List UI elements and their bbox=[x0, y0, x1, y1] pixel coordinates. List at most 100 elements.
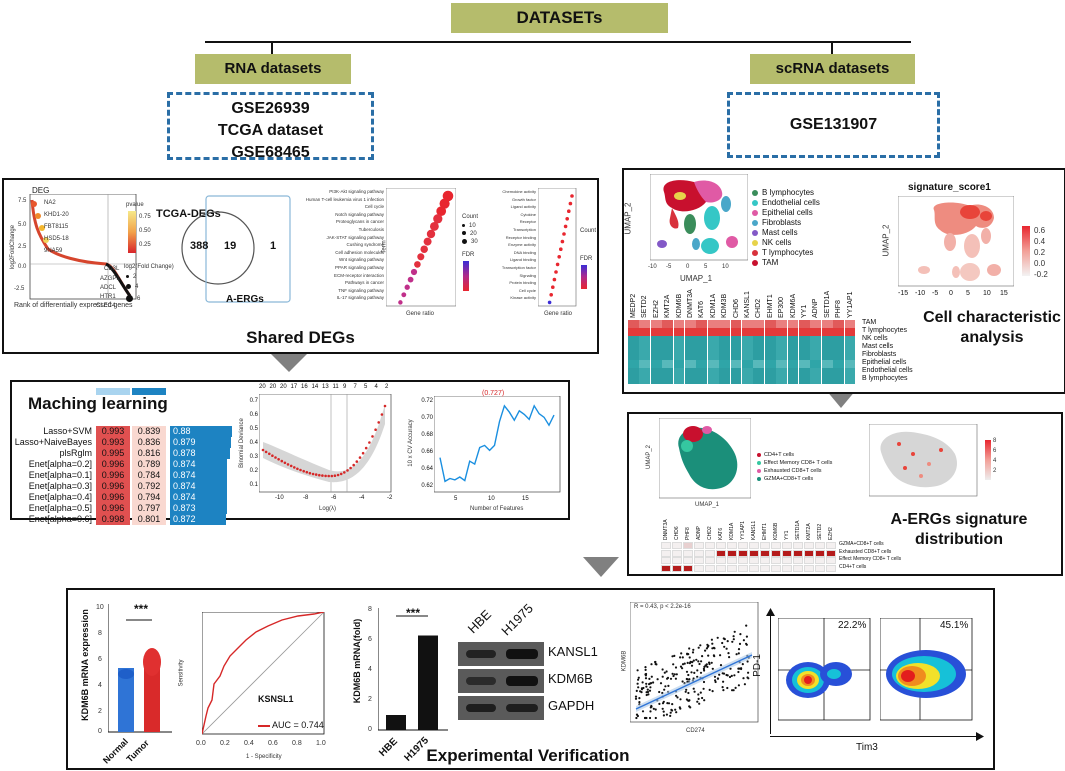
scatter-point bbox=[652, 707, 655, 710]
lasso-point bbox=[293, 466, 296, 469]
cell-legend-item: Endothelial cells bbox=[752, 198, 820, 207]
dotplot-1-fdr-gradient bbox=[463, 261, 469, 291]
lasso-top-tick: 14 bbox=[311, 384, 319, 390]
aergs-heat-cell bbox=[804, 549, 815, 557]
cell-heat-gene: KANSL1 bbox=[744, 291, 751, 318]
deg-gene-4: HSD5-18 bbox=[44, 236, 69, 242]
roc-xtick-1: 0.0 bbox=[196, 740, 206, 747]
flow-cytometry: PD-1 Tim3 22.2% 45.1% bbox=[752, 600, 990, 760]
dotplot-1-point bbox=[407, 276, 414, 283]
aergs-heat-cell bbox=[782, 542, 793, 549]
dotplot-2-fdr-gradient bbox=[581, 265, 587, 289]
deg-ylabel: log2FoldChange bbox=[10, 224, 16, 270]
flow-pct-1: 22.2% bbox=[838, 620, 867, 631]
deg-gene-9: HTR1 bbox=[100, 294, 116, 300]
cell-heat-cell bbox=[696, 344, 708, 352]
scatter-point bbox=[676, 696, 679, 699]
aergs-heat-cell bbox=[826, 542, 837, 549]
aergs-heat-cell bbox=[793, 549, 804, 557]
cell-heat-cell bbox=[810, 368, 822, 376]
lasso-top-tick: 20 bbox=[269, 384, 277, 390]
scatter-point bbox=[671, 655, 674, 658]
scatter-point bbox=[747, 677, 750, 680]
qpcr-ytick-1: 8 bbox=[368, 606, 372, 613]
cell-heat-cell bbox=[844, 336, 856, 344]
lasso-point bbox=[327, 474, 330, 478]
scatter-point bbox=[688, 678, 691, 681]
scatter-point bbox=[710, 638, 713, 641]
cell-heat-cell bbox=[707, 368, 719, 376]
cell-heat-cell bbox=[810, 320, 822, 328]
cell-heat-cell bbox=[730, 376, 742, 384]
aergs-heat-cell bbox=[760, 564, 771, 572]
lasso-xticks: -10 -8 -6 -4 -2 bbox=[259, 495, 393, 505]
lasso-frame bbox=[259, 394, 392, 493]
scatter-point bbox=[673, 673, 676, 676]
lasso-chart bbox=[259, 394, 392, 493]
cell-heat-gene: YY1 bbox=[801, 304, 808, 318]
lasso-point bbox=[318, 473, 321, 477]
scatter-point bbox=[737, 652, 740, 655]
lasso-point bbox=[280, 459, 284, 463]
sig-xtick: 5 bbox=[966, 290, 970, 297]
aergs-legend-label: Exhausted CD8+T cells bbox=[764, 468, 822, 474]
lasso-point bbox=[377, 421, 380, 424]
scatter-point bbox=[737, 684, 740, 687]
aergs-umap-chart bbox=[659, 418, 751, 499]
aergs-heat-cell bbox=[672, 557, 683, 564]
lasso-point bbox=[383, 404, 387, 408]
cell-characteristic-title: Cell characteristic analysis bbox=[922, 308, 1062, 348]
dotplot-2-term: Receptor binding bbox=[505, 234, 536, 240]
scatter-point bbox=[737, 648, 741, 651]
cell-heat-cell bbox=[742, 368, 753, 376]
scatter-point bbox=[689, 706, 692, 709]
ml-method-name: plsRglm bbox=[59, 448, 92, 458]
aergs-legend-item: Exhausted CD8+T cells bbox=[757, 468, 822, 474]
scatter-point bbox=[648, 716, 652, 720]
sig-tick-1: 0.6 bbox=[1034, 226, 1046, 235]
cell-legend-dot bbox=[752, 199, 758, 206]
cell-heat-cell bbox=[673, 360, 685, 368]
lasso-point bbox=[264, 450, 268, 454]
lasso-xlabel: Log(λ) bbox=[319, 506, 337, 512]
ml-score-test: 0.801 bbox=[132, 514, 166, 525]
lasso-point bbox=[314, 473, 318, 476]
dotplot-2-fdr-title: FDR bbox=[580, 256, 593, 262]
scatter-point bbox=[716, 636, 719, 639]
scatter-point bbox=[636, 714, 639, 718]
lasso-xtick: -6 bbox=[331, 495, 337, 501]
cell-heat-cell bbox=[696, 352, 708, 360]
cell-umap-xtick-5: 10 bbox=[722, 264, 729, 270]
lasso-top-tick: 17 bbox=[290, 384, 298, 390]
dotplot-1-point bbox=[404, 284, 410, 290]
flow-y-arrow bbox=[766, 608, 775, 616]
dotplot-1-count-title: Count bbox=[462, 214, 479, 220]
cell-heat-cell bbox=[707, 352, 719, 360]
cell-heat-cell bbox=[650, 320, 662, 328]
scatter-point bbox=[661, 675, 664, 678]
ml-row: Enet[alpha=0.2] 0.996 0.789 0.874 bbox=[12, 459, 237, 470]
box-chart bbox=[108, 604, 172, 733]
scrna-connector bbox=[831, 43, 833, 55]
cell-legend-item: Mast cells bbox=[752, 228, 798, 237]
scatter-point bbox=[732, 635, 735, 638]
cell-legend-item: Fibroblasts bbox=[752, 218, 801, 227]
scatter-point bbox=[728, 656, 731, 659]
ml-mean-bar: 0.874 bbox=[170, 470, 227, 481]
aergs-heat-cell bbox=[705, 549, 716, 557]
cell-heat-cell bbox=[707, 360, 719, 368]
scatter-point bbox=[674, 708, 677, 711]
lasso-point bbox=[333, 474, 337, 477]
aergs-heatmap bbox=[661, 542, 837, 572]
lasso-point bbox=[299, 468, 302, 472]
aergs-heat-cell bbox=[705, 557, 716, 564]
rna-connector bbox=[271, 43, 273, 55]
ml-score-train: 0.998 bbox=[96, 514, 130, 525]
qpcr-ytick-5: 0 bbox=[368, 726, 372, 733]
scatter-point bbox=[737, 670, 740, 674]
flow-plot-2 bbox=[880, 618, 973, 721]
cell-heat-cell bbox=[650, 360, 662, 368]
dotplot-1-term: PI3K-Akt signaling pathway bbox=[329, 189, 384, 194]
lasso-point bbox=[261, 448, 265, 452]
scatter-point bbox=[659, 682, 663, 685]
